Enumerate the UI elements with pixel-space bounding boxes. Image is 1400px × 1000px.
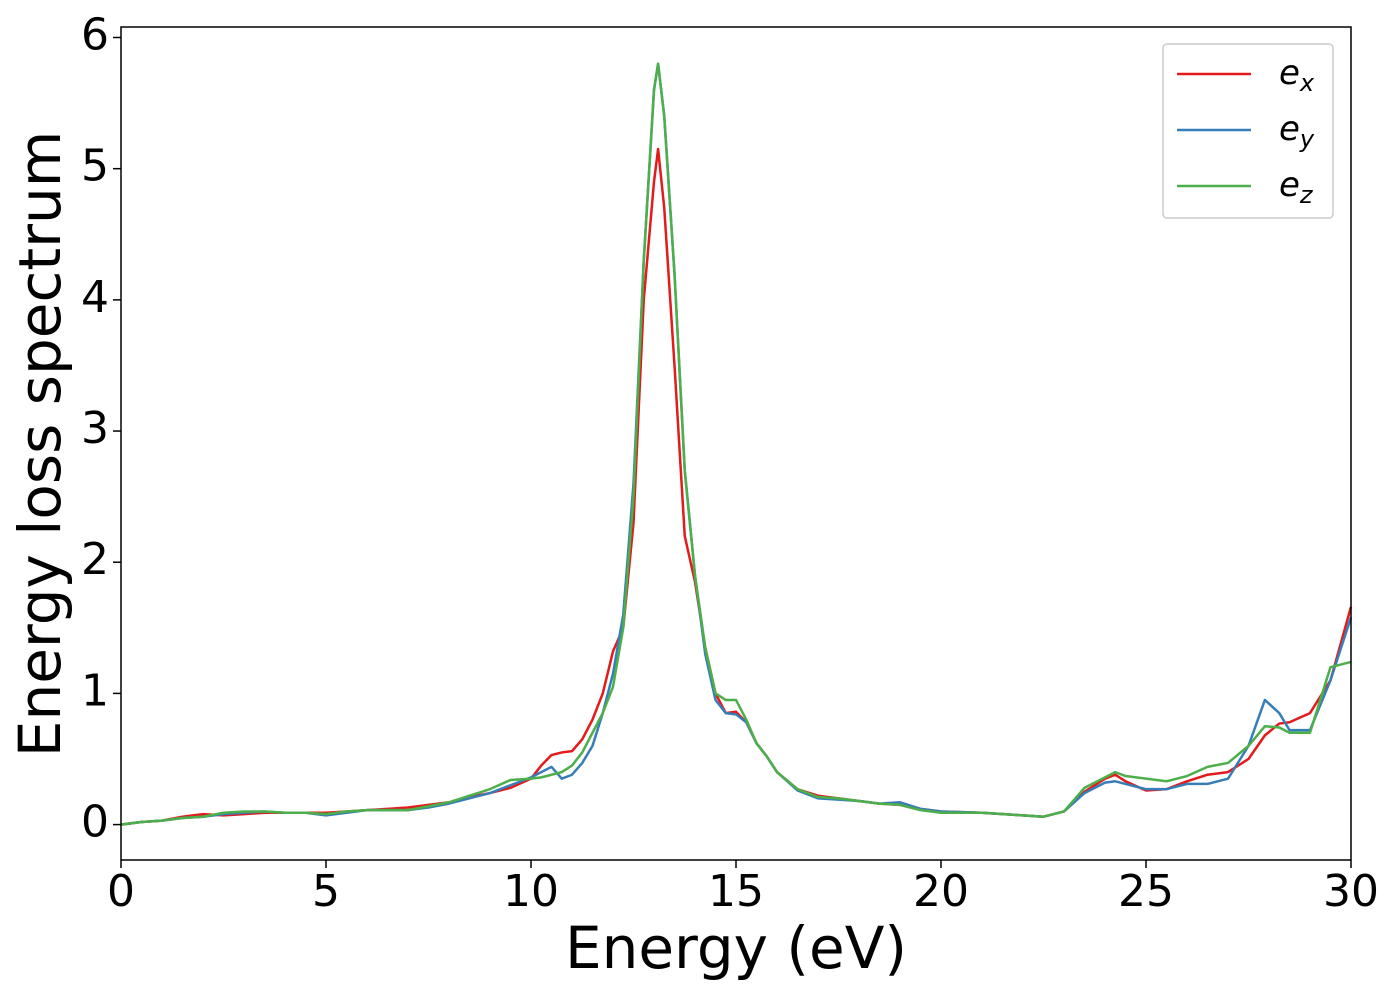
- legend-label: ex: [1279, 53, 1315, 98]
- x-tick-label: 30: [1323, 866, 1379, 917]
- y-tick-label: 2: [81, 534, 109, 585]
- y-tick-label: 5: [81, 141, 109, 192]
- legend-label: ez: [1279, 165, 1314, 210]
- x-tick-label: 20: [913, 866, 969, 917]
- x-tick-label: 15: [708, 866, 764, 917]
- x-axis-label: Energy (eV): [565, 914, 907, 982]
- x-tick-label: 5: [312, 866, 340, 917]
- x-tick-label: 25: [1118, 866, 1174, 917]
- series-line: [120, 62, 1352, 826]
- x-tick-label: 0: [107, 866, 135, 917]
- y-tick-label: 3: [81, 403, 109, 454]
- y-axis-label: Energy loss spectrum: [6, 131, 74, 757]
- y-tick-label: 0: [81, 797, 109, 848]
- plot-frame: [120, 26, 1352, 861]
- series-line: [120, 147, 1353, 826]
- y-tick-label: 1: [81, 665, 109, 716]
- legend-label: ey: [1279, 109, 1315, 154]
- x-tick-label: 10: [503, 866, 559, 917]
- y-tick-label: 4: [81, 272, 109, 323]
- y-tick-label: 6: [81, 9, 109, 60]
